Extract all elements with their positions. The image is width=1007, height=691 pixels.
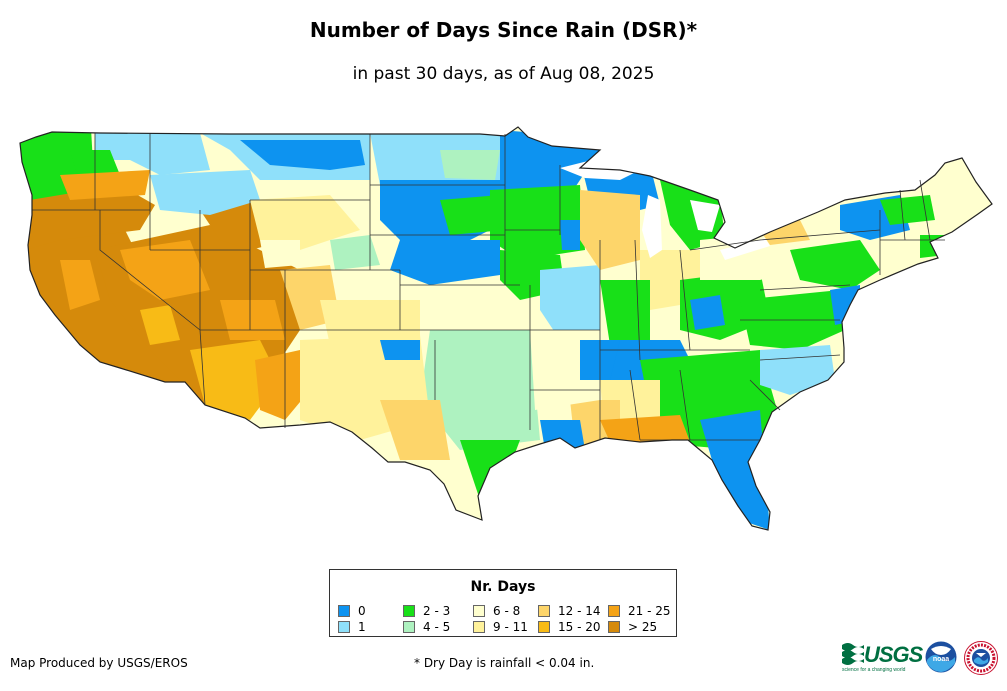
legend-label: 2 - 3 (423, 604, 451, 618)
footnote-text: * Dry Day is rainfall < 0.04 in. (414, 656, 595, 670)
legend-swatch (403, 605, 415, 617)
legend-label: 4 - 5 (423, 620, 451, 634)
legend-item: 4 - 5 (403, 620, 450, 634)
legend-swatch (538, 621, 550, 633)
legend-item: 1 (338, 620, 366, 634)
legend: Nr. Days 0 1 2 - 3 4 - 5 6 - 8 9 - 11 12 - 14 1… (329, 569, 677, 637)
noaa-logo-icon: noaa (925, 641, 957, 673)
noaa-text: noaa (933, 656, 949, 663)
legend-label: 9 - 11 (493, 620, 528, 634)
legend-swatch (538, 605, 550, 617)
legend-item: > 25 (608, 620, 657, 634)
legend-item: 9 - 11 (473, 620, 528, 634)
legend-label: 0 (358, 604, 366, 618)
legend-label: 1 (358, 620, 366, 634)
usgs-wordmark: USGS (864, 642, 923, 667)
legend-swatch (338, 621, 350, 633)
legend-item: 2 - 3 (403, 604, 450, 618)
lake-huron (690, 200, 720, 232)
usgs-wave-icon (842, 643, 864, 665)
usgs-tagline: science for a changing world (842, 667, 906, 673)
legend-swatch (473, 605, 485, 617)
legend-swatch (473, 621, 485, 633)
lake-michigan (642, 195, 662, 258)
legend-label: > 25 (628, 620, 658, 634)
usgs-logo: USGS science for a changing world (842, 641, 923, 673)
legend-label: 12 - 14 (558, 604, 601, 618)
credit-text: Map Produced by USGS/EROS (10, 656, 188, 670)
legend-label: 21 - 25 (628, 604, 671, 618)
nws-logo-icon (964, 641, 998, 675)
legend-item: 15 - 20 (538, 620, 601, 634)
legend-swatch (608, 605, 620, 617)
legend-swatch (608, 621, 620, 633)
map-subtitle: in past 30 days, as of Aug 08, 2025 (352, 64, 655, 84)
legend-swatch (338, 605, 350, 617)
map-title: Number of Days Since Rain (DSR)* (309, 18, 698, 42)
legend-item: 12 - 14 (538, 604, 601, 618)
lake-erie (720, 238, 770, 260)
legend-item: 21 - 25 (608, 604, 671, 618)
legend-label: 6 - 8 (493, 604, 521, 618)
legend-item: 6 - 8 (473, 604, 520, 618)
legend-label: 15 - 20 (558, 620, 601, 634)
legend-title: Nr. Days (470, 579, 536, 595)
legend-item: 0 (338, 604, 366, 618)
legend-swatch (403, 621, 415, 633)
